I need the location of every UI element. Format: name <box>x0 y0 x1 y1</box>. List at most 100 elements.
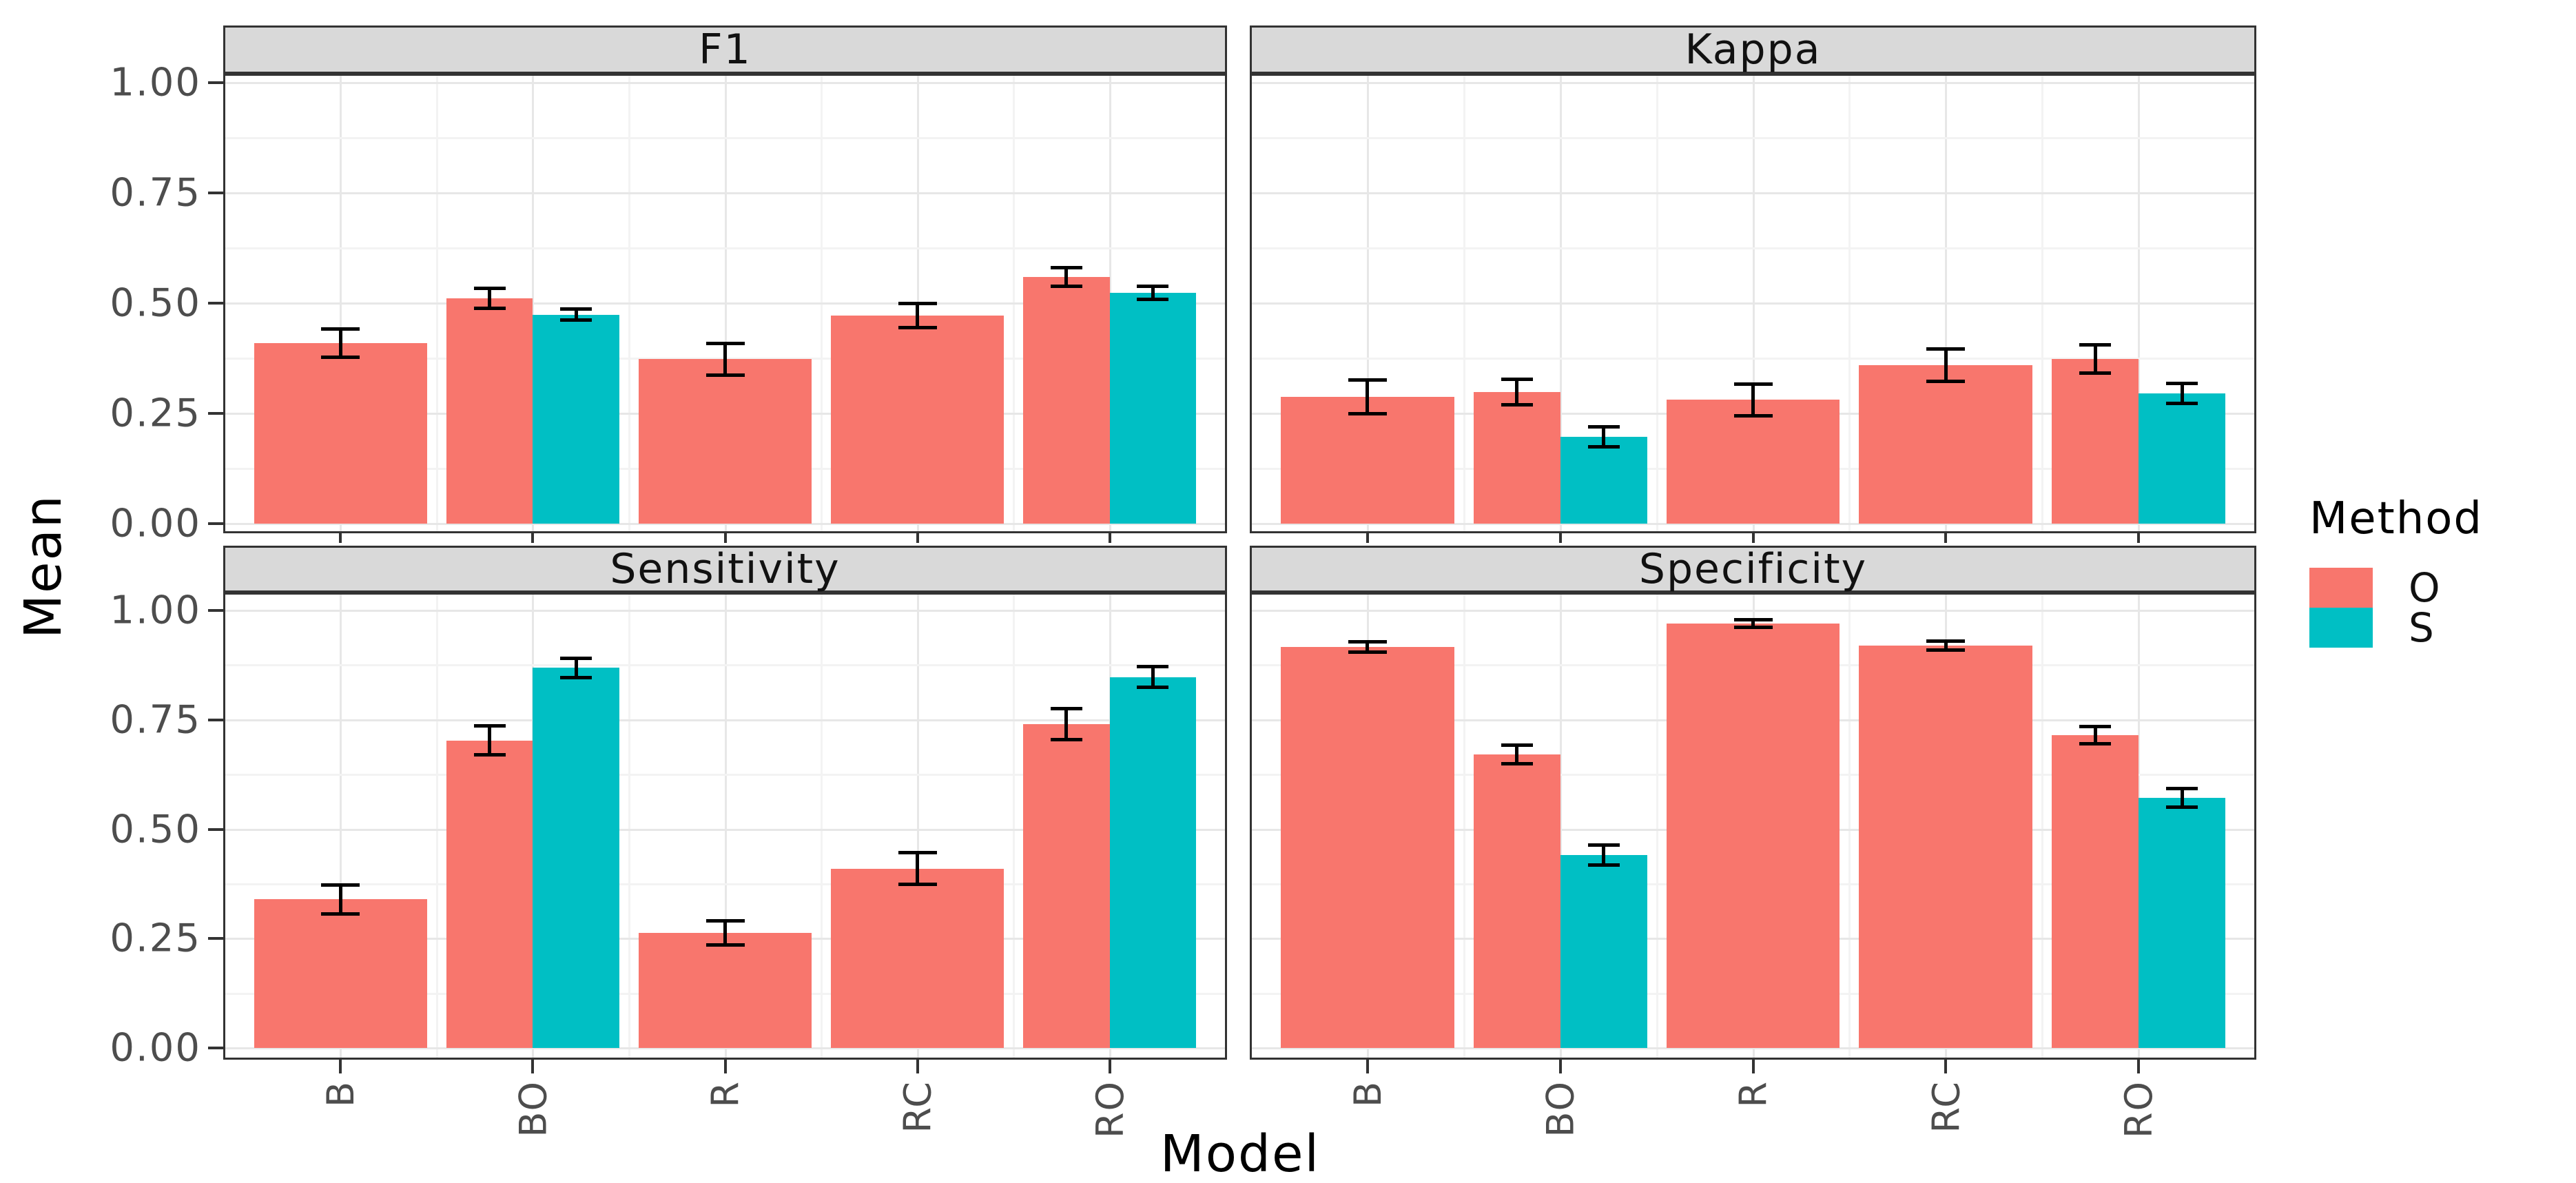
bar-F1-RC-O <box>830 315 1004 524</box>
errorbar-cap-bottom <box>1926 648 1966 652</box>
errorbar-vertical <box>1366 641 1370 652</box>
facet-strip-kappa: Kappa <box>1250 25 2256 74</box>
bar-Kappa-RO-S <box>2139 393 2226 524</box>
major-gridline-h <box>225 82 1225 84</box>
y-tick-mark <box>208 81 223 84</box>
bar-F1-RO-O <box>1023 276 1110 524</box>
errorbar-cap-bottom <box>705 373 745 377</box>
major-gridline-h <box>1252 1047 2254 1049</box>
x-tick-mark <box>916 533 919 543</box>
bar-Sensitivity-RO-S <box>1109 677 1197 1048</box>
errorbar-cap-top <box>898 301 937 305</box>
errorbar-vertical <box>1602 426 1606 446</box>
y-tick-label: 1.00 <box>110 588 201 633</box>
x-tick-label: B <box>1346 1080 1390 1108</box>
errorbar-cap-bottom <box>2079 742 2112 746</box>
errorbar-vertical <box>1151 666 1155 688</box>
errorbar-cap-bottom <box>473 753 506 757</box>
x-tick-label: BO <box>511 1080 555 1138</box>
bar-Sensitivity-R-O <box>638 932 812 1048</box>
bar-Kappa-RO-O <box>2052 358 2139 524</box>
bar-Specificity-RO-S <box>2139 797 2226 1048</box>
panel-f1 <box>223 74 1227 533</box>
errorbar-vertical <box>2180 788 2184 807</box>
x-tick-label: RO <box>2117 1080 2161 1139</box>
major-gridline-v <box>916 595 919 1058</box>
y-tick-mark <box>208 718 223 721</box>
minor-gridline-v <box>628 595 630 1058</box>
x-axis-title: Model <box>1160 1124 1321 1183</box>
minor-gridline-h <box>1252 137 2254 139</box>
bar-F1-B-O <box>254 342 427 524</box>
legend-key-o: O <box>2309 564 2483 611</box>
errorbar-cap-top <box>1137 284 1169 288</box>
errorbar-vertical <box>916 303 920 328</box>
errorbar-vertical <box>1366 380 1370 413</box>
errorbar-cap-bottom <box>560 675 593 679</box>
errorbar-vertical <box>723 920 727 945</box>
panel-specificity <box>1250 593 2256 1060</box>
x-tick-mark <box>723 533 727 543</box>
errorbar-cap-bottom <box>1050 284 1082 288</box>
errorbar-cap-top <box>705 918 745 923</box>
bar-Kappa-B-O <box>1280 396 1454 524</box>
errorbar-cap-bottom <box>2079 371 2112 375</box>
minor-gridline-v <box>1013 595 1016 1058</box>
legend-label-s: S <box>2409 604 2435 651</box>
minor-gridline-h <box>1252 247 2254 249</box>
errorbar-cap-top <box>2166 786 2198 790</box>
major-gridline-h <box>1252 82 2254 84</box>
facet-strip-label: Kappa <box>1684 25 1822 74</box>
errorbar-vertical <box>723 343 727 376</box>
errorbar-cap-top <box>560 307 593 311</box>
legend-key-s: S <box>2309 604 2483 651</box>
errorbar-vertical <box>1751 384 1755 416</box>
x-tick-label: RC <box>896 1080 940 1133</box>
facet-strip-f1: F1 <box>223 25 1227 74</box>
errorbar-vertical <box>2180 383 2184 404</box>
bar-Sensitivity-B-O <box>254 899 427 1048</box>
facet-strip-label: Sensitivity <box>610 545 841 593</box>
y-tick-label: 0.50 <box>110 807 201 852</box>
y-tick-label: 0.50 <box>110 280 201 326</box>
bar-Kappa-R-O <box>1666 400 1840 524</box>
x-tick-label: B <box>319 1080 363 1108</box>
errorbar-cap-bottom <box>1587 863 1620 867</box>
errorbar-cap-top <box>1050 707 1082 711</box>
y-tick-label: 0.25 <box>110 916 201 961</box>
y-tick-mark <box>208 937 223 940</box>
errorbar-vertical <box>916 852 920 885</box>
errorbar-vertical <box>1944 641 1948 650</box>
errorbar-cap-bottom <box>1501 403 1533 407</box>
minor-gridline-v <box>435 595 438 1058</box>
x-tick-mark <box>1558 1060 1562 1073</box>
errorbar-vertical <box>2093 726 2097 744</box>
x-tick-mark <box>2137 533 2141 543</box>
major-gridline-h <box>225 302 1225 305</box>
y-tick-mark <box>208 609 223 612</box>
y-tick-mark <box>208 1047 223 1049</box>
errorbar-cap-top <box>705 341 745 345</box>
major-gridline-h <box>225 523 1225 525</box>
panel-kappa <box>1250 74 2256 533</box>
bar-Specificity-BO-S <box>1560 854 1647 1048</box>
errorbar-cap-top <box>1587 843 1620 847</box>
errorbar-cap-bottom <box>321 912 360 916</box>
errorbar-cap-bottom <box>1733 413 1773 418</box>
legend-title: Method <box>2309 493 2484 544</box>
y-tick-label: 0.00 <box>110 501 201 546</box>
errorbar-cap-bottom <box>473 306 506 310</box>
minor-gridline-v <box>1848 595 1851 1058</box>
y-tick-mark <box>208 522 223 525</box>
errorbar-cap-top <box>473 287 506 291</box>
errorbar-vertical <box>1602 845 1606 865</box>
errorbar-vertical <box>1064 267 1069 287</box>
y-tick-label: 0.00 <box>110 1025 201 1071</box>
errorbar-vertical <box>488 726 492 755</box>
facet-strip-specificity: Specificity <box>1250 545 2256 593</box>
x-tick-mark <box>2137 1060 2141 1073</box>
errorbar-cap-bottom <box>2166 402 2198 406</box>
errorbar-cap-bottom <box>321 355 360 359</box>
errorbar-cap-top <box>1926 347 1966 351</box>
errorbar-cap-top <box>1501 378 1533 382</box>
